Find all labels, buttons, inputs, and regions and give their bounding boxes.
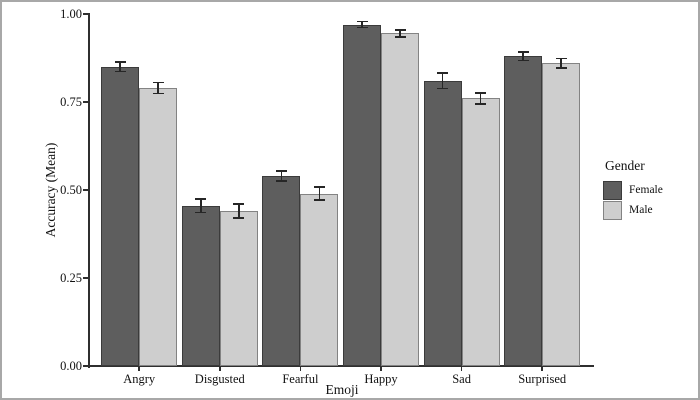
x-tick-label: Fearful bbox=[282, 372, 319, 386]
bar-happy-female bbox=[343, 24, 381, 366]
error-bar-cap bbox=[517, 51, 529, 53]
error-bar-whisker bbox=[238, 204, 240, 219]
error-bar-cap bbox=[356, 26, 368, 29]
error-bar-cap bbox=[437, 72, 449, 74]
y-tick bbox=[83, 101, 88, 103]
error-bar-cap bbox=[275, 170, 287, 172]
error-bar-cap bbox=[394, 29, 406, 31]
error-bar-cap bbox=[152, 92, 164, 95]
bar-disgusted-male bbox=[219, 211, 258, 366]
bar-happy-male bbox=[381, 33, 419, 366]
error-bar-cap bbox=[517, 59, 529, 62]
y-axis-line bbox=[88, 13, 90, 368]
error-bar-cap bbox=[313, 199, 325, 201]
y-tick bbox=[83, 13, 88, 15]
error-bar-cap bbox=[233, 217, 245, 219]
x-tick bbox=[219, 366, 221, 371]
legend-entry-female: Female bbox=[603, 180, 663, 200]
error-bar-whisker bbox=[441, 73, 444, 89]
x-tick bbox=[541, 366, 543, 371]
bar-sad-male bbox=[461, 98, 500, 366]
bar-angry-male bbox=[139, 87, 178, 366]
legend-label-male: Male bbox=[629, 204, 653, 216]
error-bar-cap bbox=[195, 198, 207, 200]
error-bar-whisker bbox=[119, 62, 121, 72]
x-tick bbox=[460, 366, 463, 371]
error-bar-whisker bbox=[318, 187, 321, 200]
y-tick-label: 0.75 bbox=[60, 95, 82, 109]
x-tick bbox=[138, 366, 140, 371]
x-tick-label: Happy bbox=[364, 372, 398, 386]
error-bar-whisker bbox=[361, 21, 363, 28]
y-tick-label: 0.00 bbox=[60, 359, 82, 373]
error-bar-cap bbox=[152, 81, 164, 84]
error-bar-cap bbox=[394, 36, 406, 38]
legend: Gender Female Male bbox=[603, 158, 663, 220]
error-bar-cap bbox=[275, 180, 287, 182]
bar-fearful-male bbox=[300, 193, 339, 366]
error-bar-cap bbox=[555, 67, 567, 69]
error-bar-whisker bbox=[399, 29, 401, 37]
y-tick-label: 1.00 bbox=[60, 7, 82, 21]
error-bar-cap bbox=[233, 203, 245, 205]
error-bar-cap bbox=[313, 186, 325, 188]
male-color-swatch bbox=[603, 200, 622, 220]
legend-title: Gender bbox=[605, 158, 645, 173]
bar-disgusted-female bbox=[181, 205, 220, 366]
error-bar-whisker bbox=[522, 52, 524, 61]
female-color-swatch bbox=[603, 180, 622, 200]
error-bar-cap bbox=[356, 20, 368, 23]
x-tick bbox=[380, 366, 382, 371]
y-tick-label: 0.25 bbox=[60, 271, 82, 285]
bar-fearful-female bbox=[262, 175, 301, 366]
x-axis-title: Emoji bbox=[325, 382, 359, 397]
bar-surprised-male bbox=[542, 63, 581, 366]
y-tick-label: 0.50 bbox=[60, 183, 82, 197]
error-bar-whisker bbox=[479, 92, 482, 105]
legend-entry-male: Male bbox=[603, 200, 663, 220]
y-tick bbox=[83, 365, 88, 367]
y-tick bbox=[83, 277, 88, 279]
error-bar-cap bbox=[475, 92, 487, 94]
bar-angry-female bbox=[101, 66, 140, 366]
error-bar-cap bbox=[437, 87, 449, 90]
error-bar-cap bbox=[475, 103, 487, 105]
legend-label-female: Female bbox=[629, 184, 663, 196]
error-bar-whisker bbox=[560, 58, 562, 68]
y-tick bbox=[83, 189, 88, 191]
error-bar-cap bbox=[114, 70, 126, 73]
error-bar-whisker bbox=[157, 82, 159, 94]
error-bar-whisker bbox=[280, 170, 283, 181]
x-tick-label: Sad bbox=[452, 372, 471, 386]
error-bar-whisker bbox=[200, 199, 202, 213]
x-axis-line bbox=[88, 365, 594, 367]
x-tick bbox=[299, 366, 302, 371]
x-tick-label: Disgusted bbox=[194, 372, 245, 386]
bar-surprised-female bbox=[504, 56, 543, 366]
error-bar-cap bbox=[114, 61, 126, 63]
x-tick-label: Surprised bbox=[518, 372, 567, 386]
bar-sad-female bbox=[423, 80, 462, 366]
y-axis-title: Accuracy (Mean) bbox=[43, 142, 58, 238]
error-bar-cap bbox=[195, 211, 207, 214]
error-bar-cap bbox=[555, 57, 567, 60]
x-tick-label: Angry bbox=[123, 372, 156, 386]
